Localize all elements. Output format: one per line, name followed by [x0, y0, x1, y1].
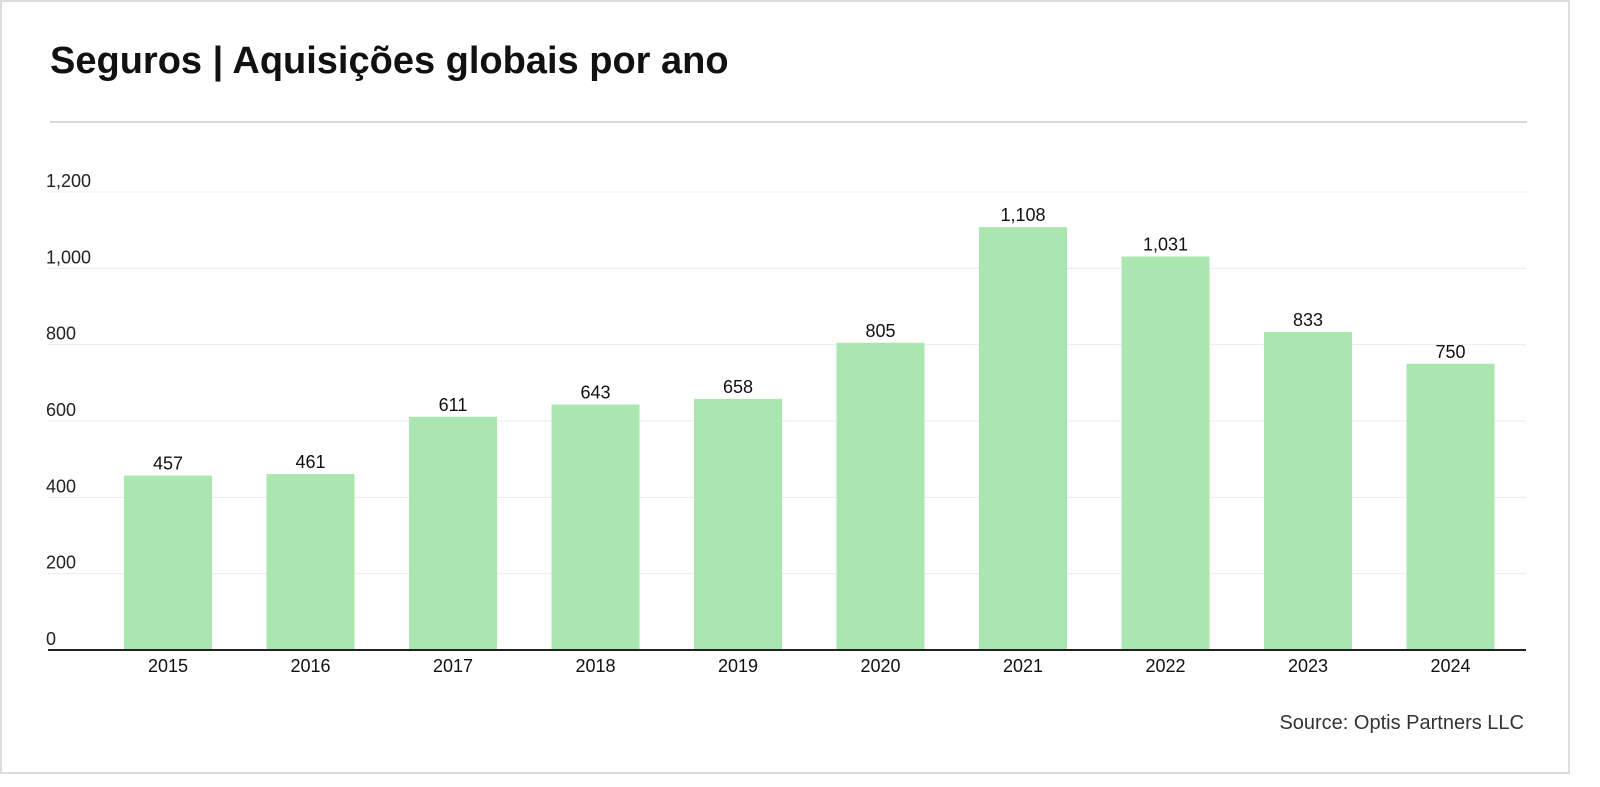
- bar-value-label: 805: [865, 321, 895, 341]
- bar-value-label: 1,108: [1000, 205, 1045, 225]
- bar-2015: [124, 475, 212, 650]
- chart-source: Source: Optis Partners LLC: [1279, 712, 1524, 734]
- y-axis-ticks: 0 200 400 600 800 1,000 1,200: [46, 171, 91, 649]
- y-tick-label: 200: [46, 553, 76, 573]
- bar-2023: [1264, 332, 1352, 650]
- bar-value-label: 643: [580, 383, 610, 403]
- bar-value-label: 750: [1435, 342, 1465, 362]
- x-tick-label: 2022: [1145, 656, 1185, 676]
- x-axis-ticks: 2015 2016 2017 2018 2019 2020 2021 2022 2023 2024: [148, 656, 1471, 676]
- y-tick-label: 1,200: [46, 171, 91, 191]
- bar-value-label: 457: [153, 454, 183, 474]
- x-tick-label: 2021: [1003, 656, 1043, 676]
- bar-value-label: 658: [723, 377, 753, 397]
- x-tick-label: 2023: [1288, 656, 1328, 676]
- x-tick-label: 2020: [860, 656, 900, 676]
- bar-value-label: 1,031: [1143, 235, 1188, 255]
- y-tick-label: 0: [46, 629, 56, 649]
- bar-2022: [1121, 256, 1210, 650]
- bar-2021: [979, 227, 1067, 650]
- bar-2016: [266, 474, 355, 650]
- bar-2017: [409, 416, 497, 650]
- chart-title: Seguros | Aquisições globais por ano: [50, 40, 729, 82]
- x-tick-label: 2018: [575, 656, 615, 676]
- bar-2018: [551, 404, 640, 650]
- y-tick-label: 800: [46, 324, 76, 344]
- bar-2019: [694, 398, 782, 650]
- y-tick-label: 1,000: [46, 247, 91, 267]
- y-tick-label: 400: [46, 476, 76, 496]
- bar-2024: [1406, 363, 1495, 650]
- x-tick-label: 2017: [433, 656, 473, 676]
- bar-2020: [836, 342, 925, 650]
- bar-value-label: 611: [439, 395, 468, 415]
- y-tick-label: 600: [46, 400, 76, 420]
- bar-value-label: 833: [1293, 310, 1323, 330]
- bars: [124, 227, 1495, 650]
- x-tick-label: 2016: [290, 656, 330, 676]
- bar-value-labels: 457 461 611 643 658 805 1,108 1,031 833 750: [153, 205, 1466, 473]
- x-tick-label: 2019: [718, 656, 758, 676]
- title-divider: [50, 121, 1527, 123]
- x-tick-label: 2024: [1430, 656, 1470, 676]
- bar-value-label: 461: [295, 452, 325, 472]
- x-tick-label: 2015: [148, 656, 188, 676]
